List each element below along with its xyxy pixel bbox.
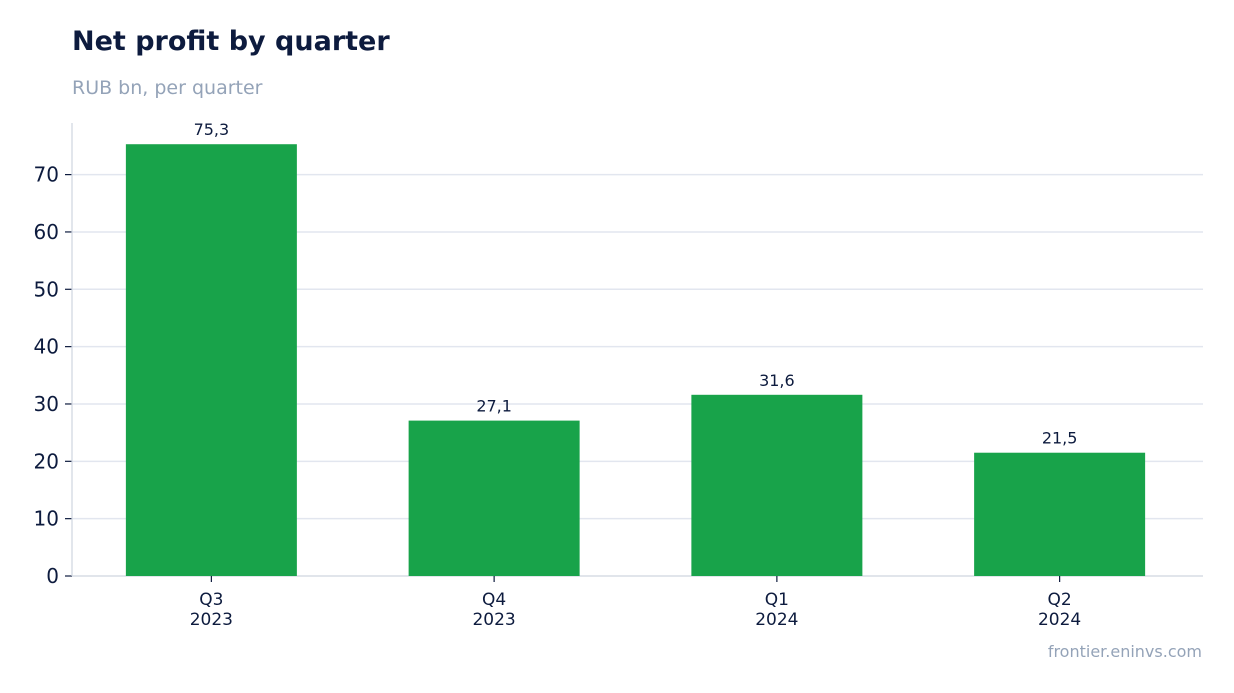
data-label: 27,1 — [476, 397, 512, 416]
chart-title: Net profit by quarter — [72, 26, 390, 57]
source-credit: frontier.eninvs.com — [1047, 642, 1202, 661]
data-label: 31,6 — [759, 371, 795, 390]
y-tick-label: 40 — [34, 335, 59, 359]
x-tick-label: Q2 2024 — [1038, 590, 1081, 630]
labels: 0 10 20 30 40 50 60 70 75,3 Q3 2023 27,1 Q4 2023 31,6 Q… — [34, 120, 1082, 630]
y-tick-label: 60 — [34, 220, 59, 244]
bar — [408, 420, 580, 576]
y-tick-label: 20 — [34, 449, 59, 473]
bar — [691, 394, 863, 576]
y-tick-label: 0 — [46, 564, 59, 588]
x-tick-label: Q1 2024 — [755, 590, 798, 630]
chart-subtitle: RUB bn, per quarter — [72, 77, 263, 99]
y-tick-label: 10 — [34, 507, 59, 531]
x-tick-label: Q4 2023 — [472, 590, 515, 630]
y-tick-label: 30 — [34, 392, 59, 416]
data-label: 21,5 — [1042, 429, 1078, 448]
bar — [125, 144, 297, 576]
bars — [125, 144, 1146, 576]
bar — [974, 452, 1146, 576]
x-tick-label: Q3 2023 — [190, 590, 233, 630]
data-label: 75,3 — [194, 120, 230, 139]
y-tick-label: 50 — [34, 277, 59, 301]
y-tick-label: 70 — [34, 163, 59, 187]
